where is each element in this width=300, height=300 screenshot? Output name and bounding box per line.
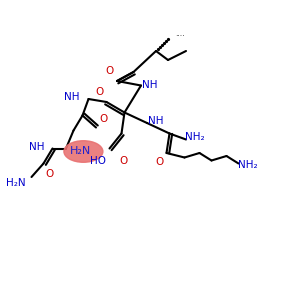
Text: NH: NH xyxy=(64,92,80,102)
Text: NH: NH xyxy=(29,142,45,152)
Text: O: O xyxy=(95,86,103,97)
Text: O: O xyxy=(99,113,108,124)
Ellipse shape xyxy=(64,141,103,162)
Text: HO: HO xyxy=(90,155,106,166)
Text: NH₂: NH₂ xyxy=(185,131,205,142)
Text: NH: NH xyxy=(142,80,158,90)
Text: O: O xyxy=(45,169,54,179)
Text: NH: NH xyxy=(148,116,163,127)
Text: O: O xyxy=(119,155,127,166)
Text: H₂N: H₂N xyxy=(6,178,26,188)
Text: ....: .... xyxy=(175,29,185,38)
Text: H₂N: H₂N xyxy=(70,146,91,157)
Text: NH₂: NH₂ xyxy=(238,160,257,170)
Text: O: O xyxy=(105,65,114,76)
Text: O: O xyxy=(155,157,163,167)
